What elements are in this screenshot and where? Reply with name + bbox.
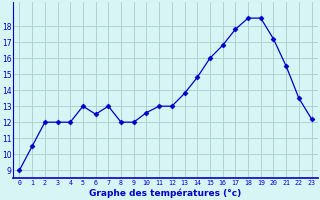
X-axis label: Graphe des températures (°c): Graphe des températures (°c) xyxy=(89,188,242,198)
